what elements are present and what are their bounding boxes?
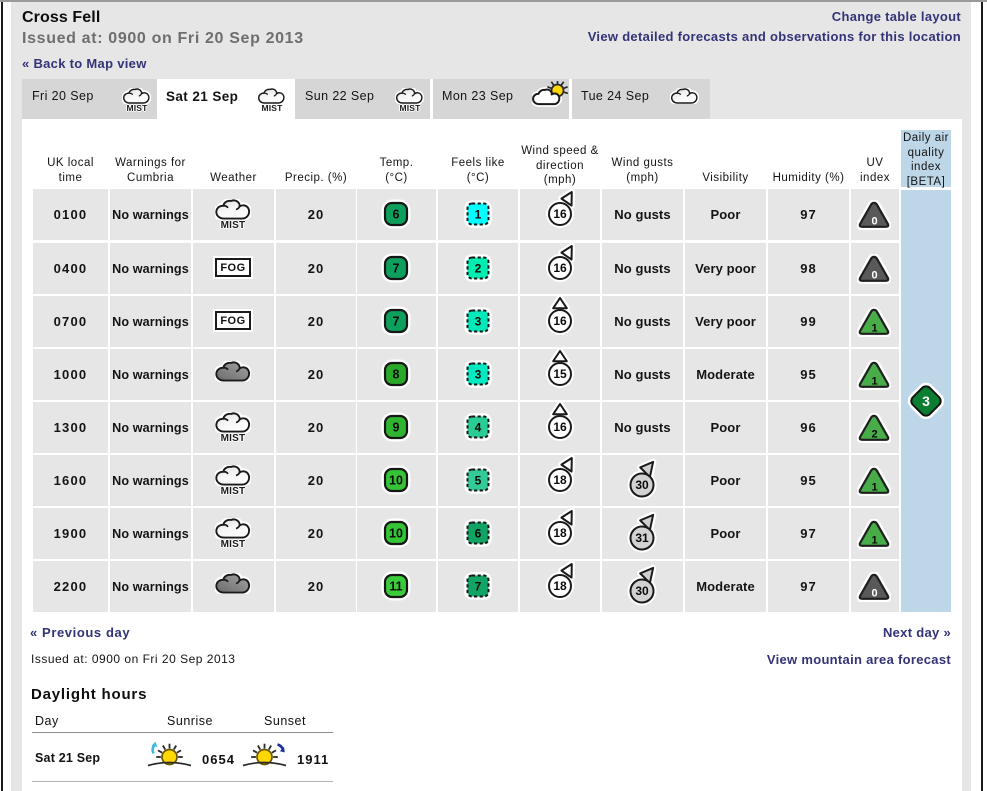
svg-text:1: 1 <box>871 376 877 388</box>
svg-text:0: 0 <box>871 588 877 600</box>
svg-text:1: 1 <box>871 482 877 494</box>
svg-text:11: 11 <box>389 580 402 594</box>
svg-text:16: 16 <box>553 207 567 221</box>
svg-text:4: 4 <box>475 421 482 435</box>
svg-text:16: 16 <box>553 261 567 275</box>
svg-text:0: 0 <box>871 216 877 228</box>
svg-text:9: 9 <box>393 421 400 435</box>
svg-text:30: 30 <box>635 478 649 492</box>
svg-text:1: 1 <box>475 208 482 222</box>
svg-text:1: 1 <box>871 323 877 335</box>
svg-text:7: 7 <box>475 580 482 594</box>
svg-text:1: 1 <box>871 535 877 547</box>
svg-text:6: 6 <box>393 208 400 222</box>
svg-text:8: 8 <box>393 368 400 382</box>
svg-text:6: 6 <box>475 527 482 541</box>
svg-text:31: 31 <box>635 531 649 545</box>
svg-text:30: 30 <box>635 584 649 598</box>
svg-text:18: 18 <box>553 579 567 593</box>
svg-text:15: 15 <box>553 367 567 381</box>
svg-text:3: 3 <box>475 315 482 329</box>
svg-text:16: 16 <box>553 314 567 328</box>
svg-text:2: 2 <box>871 429 877 441</box>
svg-text:5: 5 <box>475 474 482 488</box>
svg-text:18: 18 <box>553 526 567 540</box>
svg-text:10: 10 <box>389 474 403 488</box>
svg-text:10: 10 <box>389 527 403 541</box>
svg-text:7: 7 <box>393 262 400 276</box>
svg-text:0: 0 <box>871 270 877 282</box>
svg-text:18: 18 <box>553 473 567 487</box>
svg-text:7: 7 <box>393 315 400 329</box>
svg-text:3: 3 <box>475 368 482 382</box>
svg-text:2: 2 <box>475 262 482 276</box>
svg-text:16: 16 <box>553 420 567 434</box>
svg-text:3: 3 <box>922 393 930 409</box>
